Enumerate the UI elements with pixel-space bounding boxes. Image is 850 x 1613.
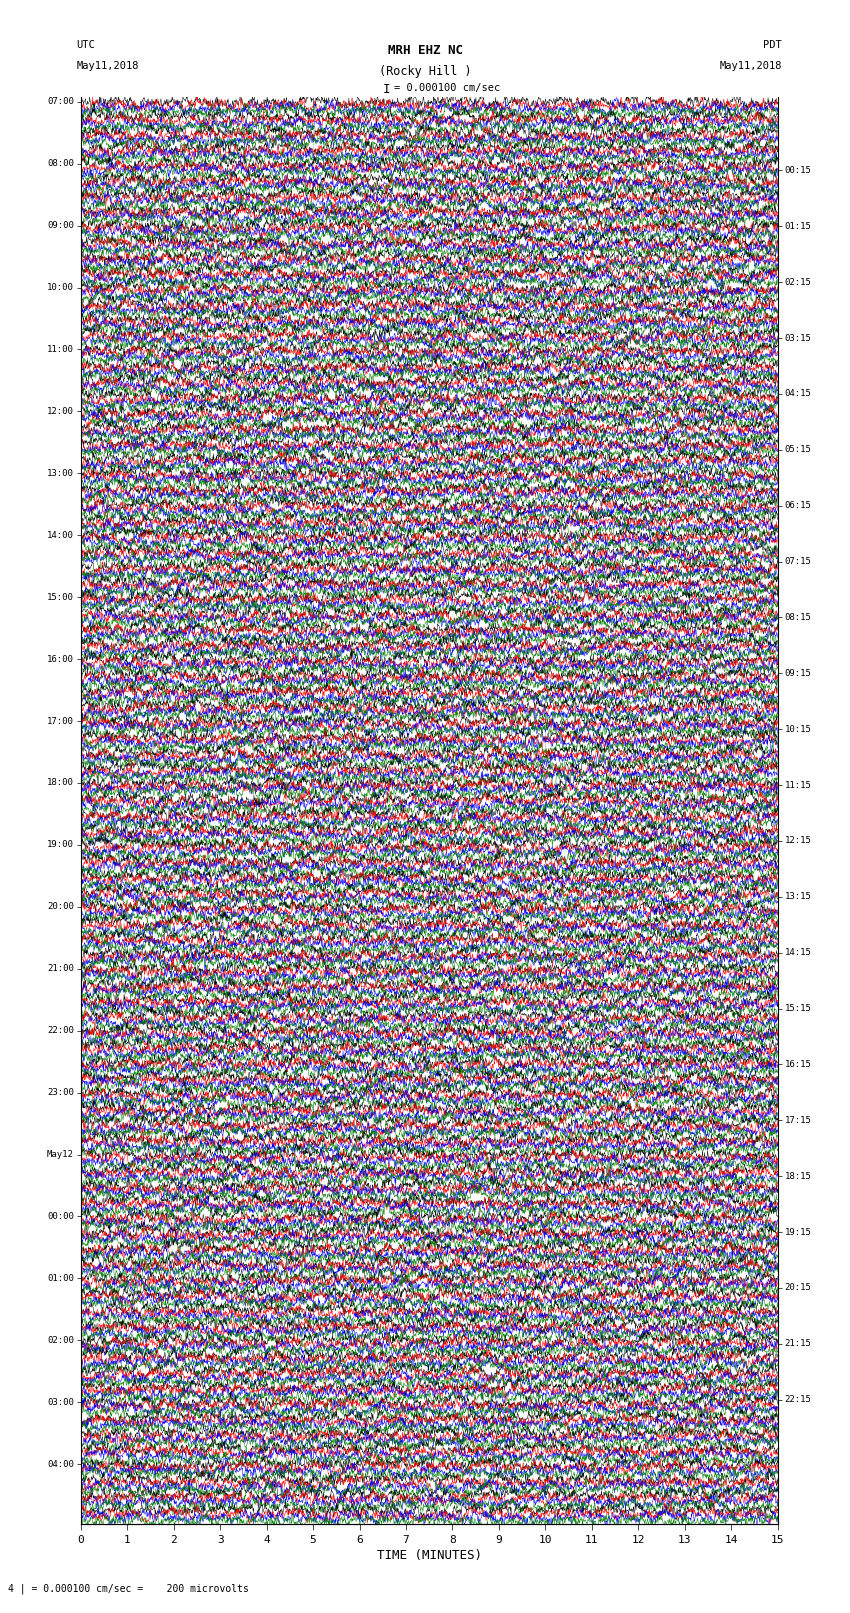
Text: I: I [383,84,390,97]
Text: May11,2018: May11,2018 [719,61,782,71]
Text: PDT: PDT [763,40,782,50]
Text: UTC: UTC [76,40,95,50]
Text: MRH EHZ NC: MRH EHZ NC [388,44,462,58]
Text: 4 | = 0.000100 cm/sec =    200 microvolts: 4 | = 0.000100 cm/sec = 200 microvolts [8,1582,249,1594]
Text: (Rocky Hill ): (Rocky Hill ) [379,65,471,77]
Text: May11,2018: May11,2018 [76,61,139,71]
Text: = 0.000100 cm/sec: = 0.000100 cm/sec [394,84,501,94]
X-axis label: TIME (MINUTES): TIME (MINUTES) [377,1548,482,1561]
